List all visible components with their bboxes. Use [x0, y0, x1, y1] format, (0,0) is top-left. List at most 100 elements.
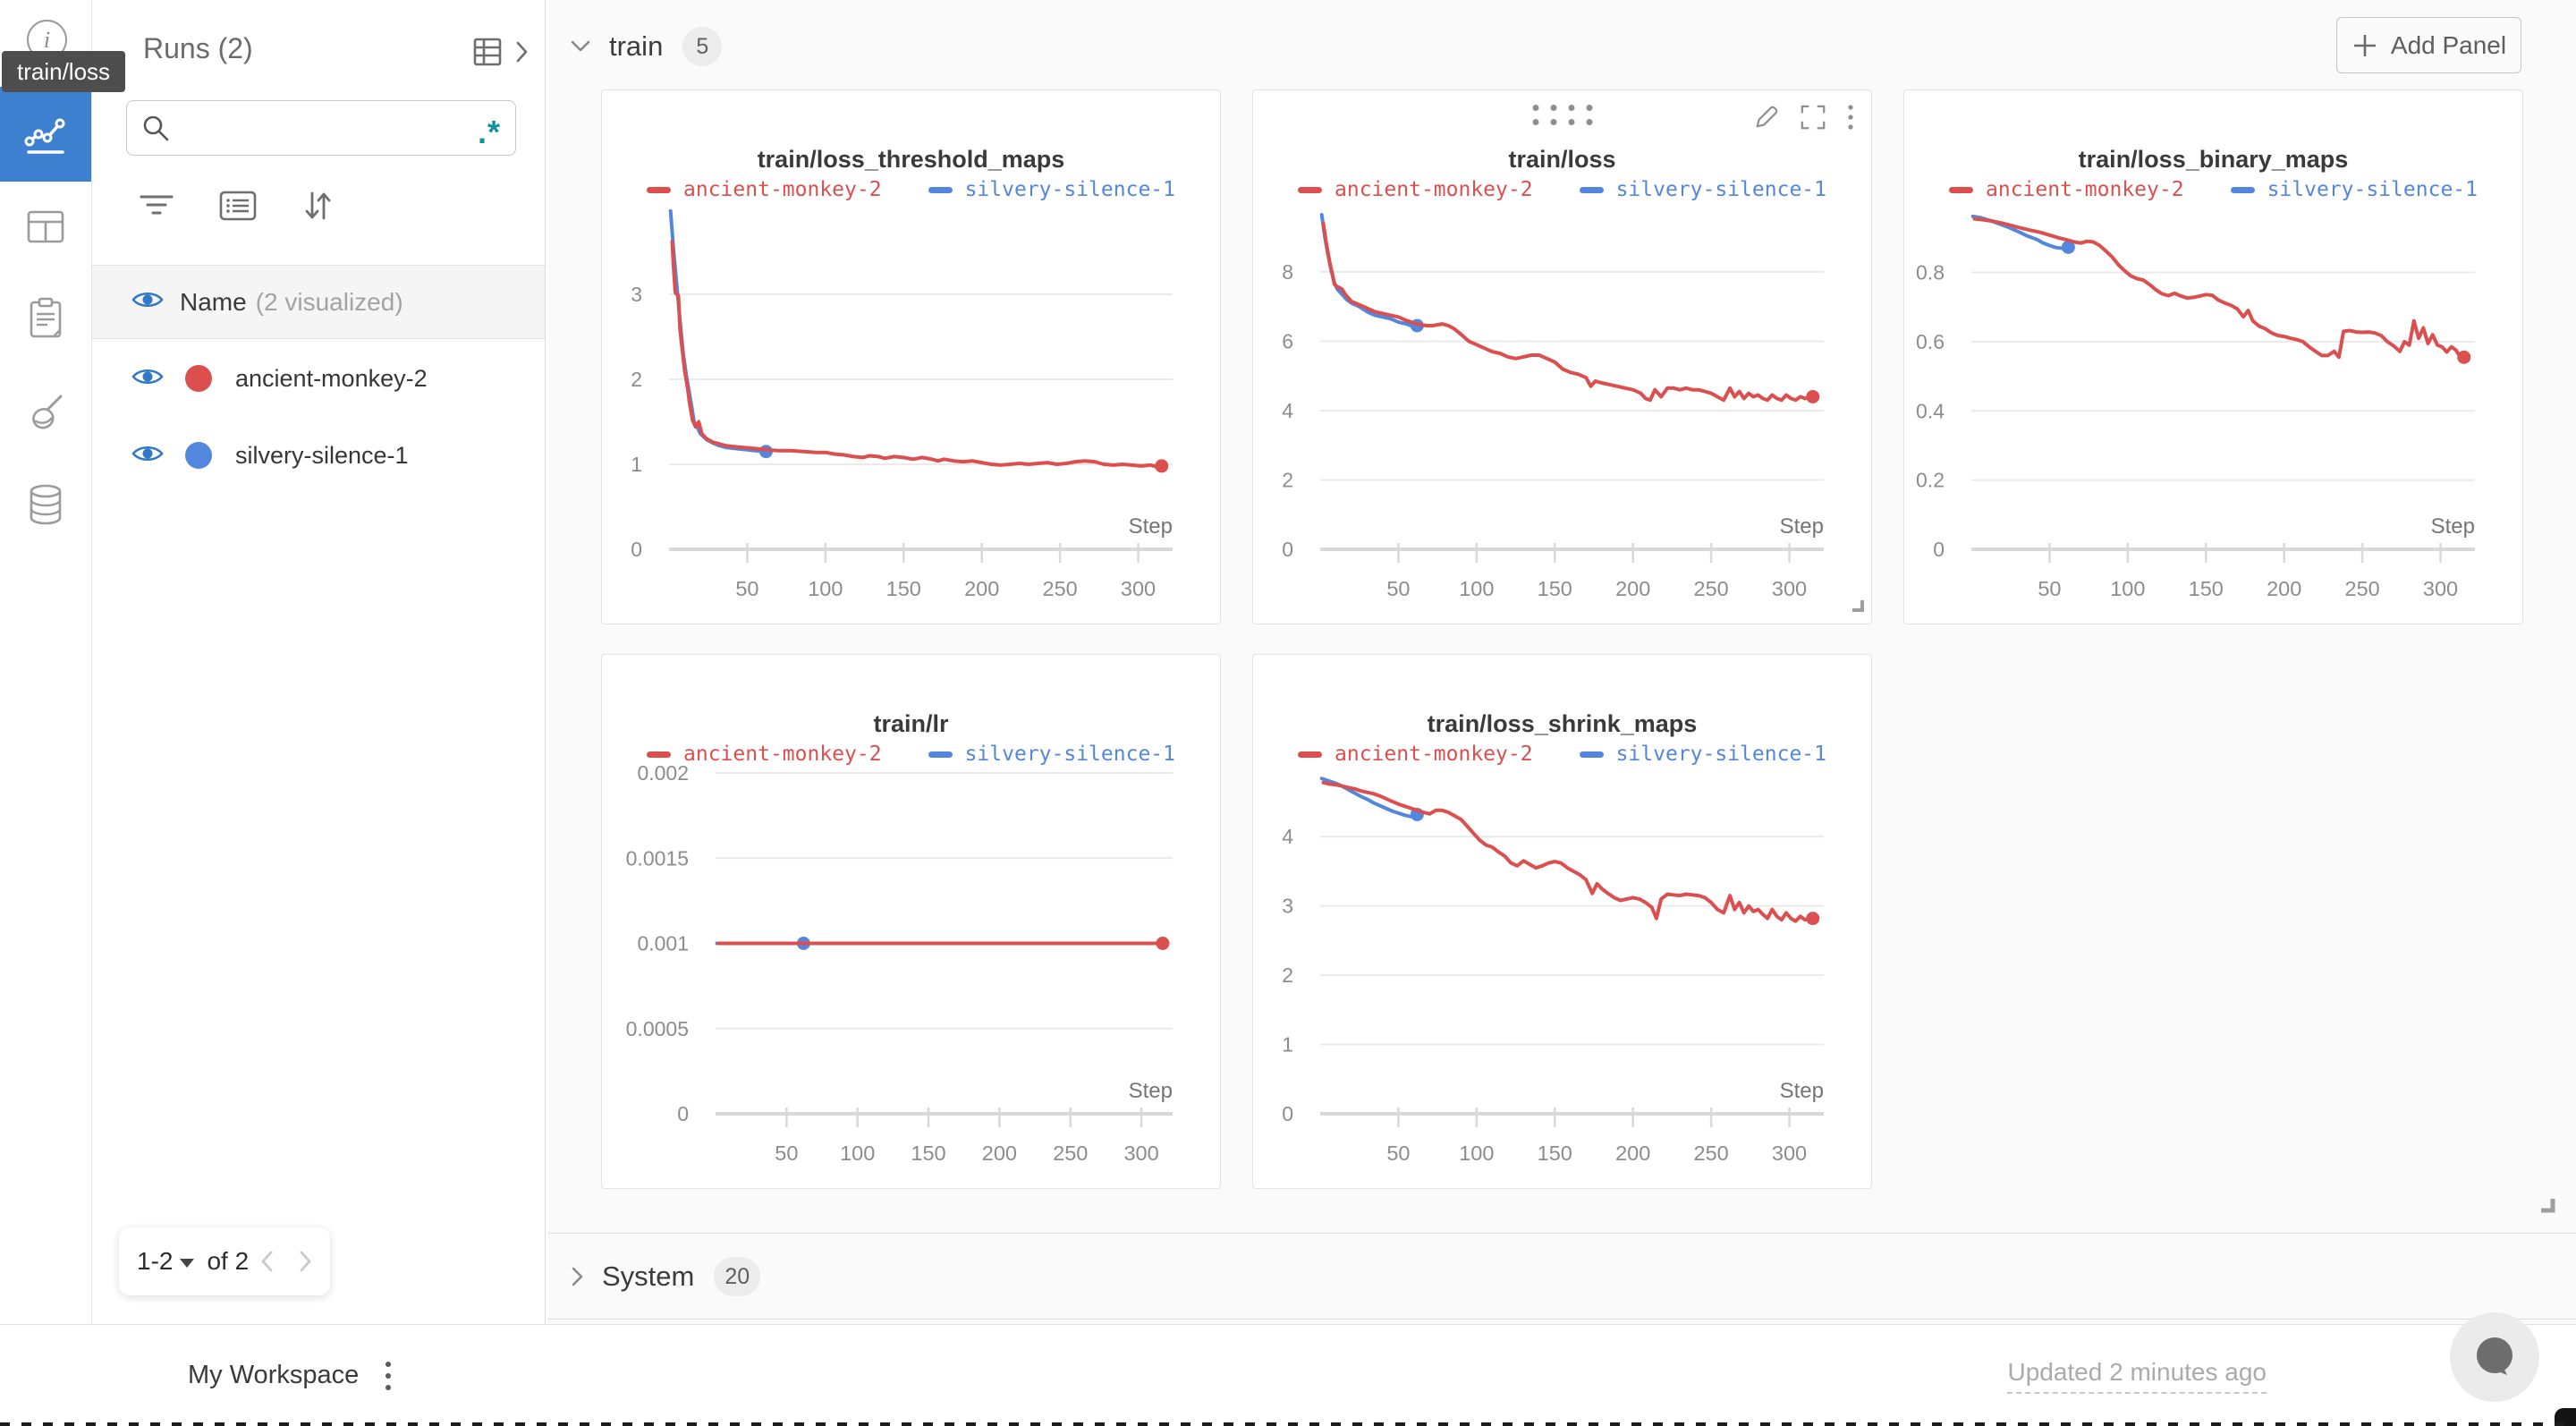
page-range-dropdown[interactable]: 1-2 [137, 1247, 174, 1275]
kebab-menu-icon[interactable] [1846, 103, 1855, 132]
sidebar-item-artifacts[interactable] [0, 463, 91, 548]
visibility-eye-icon[interactable] [131, 289, 164, 315]
legend-entry[interactable]: ancient-monkey-2 [647, 178, 882, 201]
add-panel-button[interactable]: Add Panel [2336, 17, 2521, 73]
workspace-main: train 5 Add Panel train/loss_threshold_m… [548, 0, 2576, 1324]
chart-legend: ancient-monkey-2 silvery-silence-1 [1253, 178, 1871, 201]
legend-label: ancient-monkey-2 [1335, 178, 1533, 201]
chart-title: train/loss [1508, 146, 1616, 173]
svg-text:100: 100 [1459, 1142, 1494, 1165]
run-color-dot [185, 365, 212, 392]
screen-corner-chip [2555, 1408, 2576, 1426]
section-train-header[interactable]: train 5 [570, 27, 723, 66]
svg-text:150: 150 [911, 1142, 945, 1165]
chevron-down-icon [571, 40, 590, 52]
regex-toggle-icon[interactable]: .* [477, 114, 501, 150]
svg-text:50: 50 [1386, 1142, 1410, 1165]
legend-entry[interactable]: ancient-monkey-2 [1298, 743, 1533, 766]
sidebar-item-tables[interactable] [0, 183, 91, 269]
svg-text:100: 100 [2110, 577, 2145, 600]
svg-text:250: 250 [1053, 1142, 1088, 1165]
legend-swatch [928, 186, 953, 193]
sidebar-item-charts[interactable] [0, 87, 91, 182]
runs-header-label: Name [180, 287, 247, 316]
legend-swatch [928, 751, 953, 758]
svg-text:50: 50 [735, 577, 758, 600]
svg-text:200: 200 [2267, 577, 2301, 600]
legend-entry[interactable]: ancient-monkey-2 [647, 743, 882, 766]
run-row[interactable]: ancient-monkey-2 [92, 340, 545, 417]
chart-title: train/lr [873, 710, 949, 737]
svg-text:0: 0 [1282, 538, 1293, 561]
legend-entry[interactable]: silvery-silence-1 [928, 178, 1175, 201]
svg-text:200: 200 [964, 577, 999, 600]
svg-text:300: 300 [1123, 1142, 1158, 1165]
run-name[interactable]: ancient-monkey-2 [235, 364, 428, 392]
expand-runs-table-button[interactable] [473, 36, 529, 68]
runs-panel-title: Runs (2) [143, 32, 253, 64]
chart-panel-train/loss_threshold_maps: train/loss_threshold_maps ancient-monkey-… [601, 89, 1221, 624]
section-system-header[interactable]: System 20 [548, 1233, 2576, 1320]
fullscreen-icon[interactable] [1800, 104, 1826, 131]
legend-entry[interactable]: ancient-monkey-2 [1298, 178, 1533, 201]
svg-text:0.4: 0.4 [1916, 399, 1945, 422]
workspace-kebab-menu-icon[interactable] [380, 1356, 396, 1396]
runs-panel: Runs (2) .* [92, 0, 546, 1324]
svg-text:3: 3 [1282, 895, 1293, 918]
run-row[interactable]: silvery-silence-1 [92, 417, 545, 494]
legend-swatch [1579, 186, 1604, 193]
section-resize-handle-icon[interactable] [2538, 1195, 2557, 1215]
legend-entry[interactable]: ancient-monkey-2 [1949, 178, 2184, 201]
next-page-icon[interactable] [298, 1249, 312, 1274]
legend-entry[interactable]: silvery-silence-1 [928, 743, 1175, 766]
sort-icon[interactable] [301, 190, 334, 226]
legend-swatch [1949, 186, 1974, 193]
svg-text:3: 3 [631, 283, 642, 306]
legend-label: ancient-monkey-2 [1986, 178, 2184, 201]
legend-entry[interactable]: silvery-silence-1 [1579, 743, 1826, 766]
legend-entry[interactable]: silvery-silence-1 [1579, 178, 1826, 201]
database-icon [30, 484, 62, 525]
svg-text:150: 150 [1538, 1142, 1572, 1165]
legend-entry[interactable]: silvery-silence-1 [2230, 178, 2478, 201]
legend-label: ancient-monkey-2 [683, 743, 882, 766]
chat-support-button[interactable] [2450, 1312, 2539, 1402]
runs-list-header[interactable]: Name (2 visualized) [92, 265, 545, 339]
sidebar-item-sweeps[interactable] [0, 370, 91, 456]
add-panel-label: Add Panel [2390, 30, 2507, 59]
legend-label: ancient-monkey-2 [1335, 743, 1533, 766]
svg-text:0.001: 0.001 [637, 932, 689, 955]
drag-handle-icon[interactable] [1532, 105, 1592, 125]
search-input[interactable] [182, 114, 478, 142]
system-head-inner: System 20 [570, 1257, 761, 1296]
visibility-eye-icon[interactable] [131, 366, 164, 392]
svg-text:Step: Step [1780, 514, 1824, 539]
run-color-dot [185, 442, 212, 469]
run-search-box: .* [126, 100, 516, 156]
run-name[interactable]: silvery-silence-1 [235, 441, 409, 469]
panel-resize-handle-icon[interactable] [1850, 598, 1866, 618]
updated-timestamp[interactable]: Updated 2 minutes ago [2007, 1358, 2267, 1394]
svg-text:100: 100 [1459, 577, 1494, 600]
visibility-eye-icon[interactable] [131, 443, 164, 469]
svg-text:4: 4 [1282, 399, 1293, 422]
svg-text:2: 2 [1282, 963, 1293, 987]
prev-page-icon[interactable] [260, 1249, 275, 1274]
bottom-bar: My Workspace Updated 2 minutes ago ↺ ↻ [0, 1324, 2576, 1426]
search-icon [143, 115, 169, 141]
chart-panel-train/lr: train/lr ancient-monkey-2 silvery-silence-… [601, 654, 1221, 1189]
svg-text:2: 2 [631, 368, 642, 391]
clipboard-icon [30, 297, 62, 338]
edit-pencil-icon[interactable] [1753, 104, 1780, 131]
svg-text:250: 250 [1043, 577, 1078, 600]
bottom-edge-line [0, 1422, 2576, 1426]
svg-text:1: 1 [1282, 1033, 1293, 1057]
sidebar-item-logs[interactable] [0, 276, 91, 361]
svg-text:200: 200 [982, 1142, 1017, 1165]
chevron-right-icon [516, 41, 528, 63]
left-icon-rail: i [0, 0, 92, 1324]
legend-swatch [1579, 751, 1604, 758]
group-list-icon[interactable] [219, 191, 257, 225]
filter-icon[interactable] [139, 193, 174, 223]
